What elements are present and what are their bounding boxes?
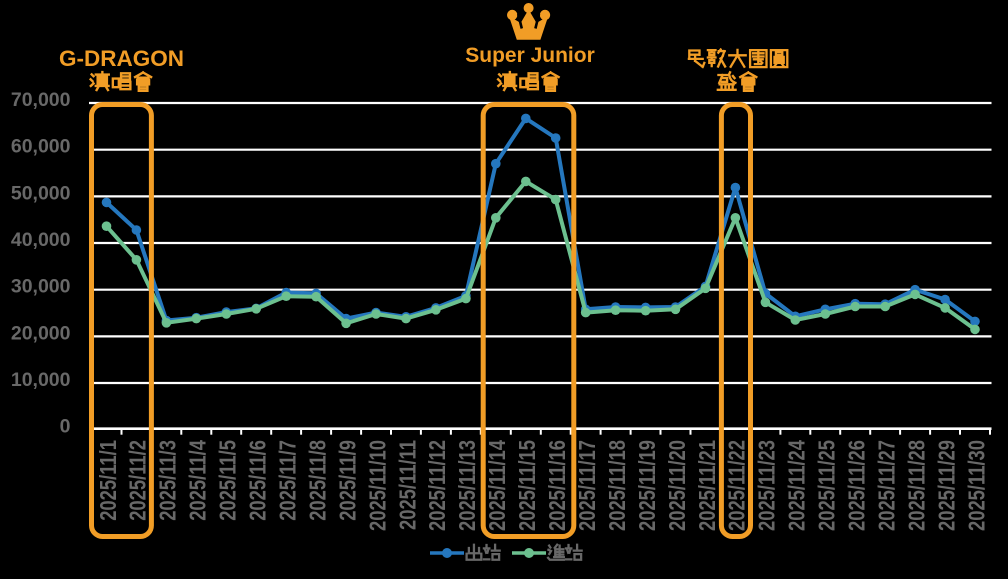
svg-text:2025/11/30: 2025/11/30 (964, 440, 989, 531)
svg-text:2025/11/2: 2025/11/2 (126, 440, 151, 521)
svg-text:Super Junior: Super Junior (465, 44, 595, 67)
svg-text:2025/11/17: 2025/11/17 (575, 440, 600, 531)
svg-text:2025/11/22: 2025/11/22 (725, 440, 750, 531)
svg-text:2025/11/19: 2025/11/19 (635, 440, 660, 531)
svg-text:40,000: 40,000 (11, 229, 71, 251)
svg-text:2025/11/24: 2025/11/24 (785, 440, 810, 531)
svg-text:2025/11/7: 2025/11/7 (276, 440, 301, 521)
svg-text:G-DRAGON: G-DRAGON (59, 46, 184, 71)
svg-text:50,000: 50,000 (11, 182, 71, 204)
svg-text:2025/11/8: 2025/11/8 (306, 440, 331, 521)
svg-text:2025/11/12: 2025/11/12 (425, 440, 450, 531)
svg-text:2025/11/11: 2025/11/11 (395, 440, 420, 530)
svg-text:2025/11/13: 2025/11/13 (455, 440, 480, 531)
svg-text:60,000: 60,000 (11, 136, 71, 158)
svg-text:2025/11/23: 2025/11/23 (755, 440, 780, 531)
svg-text:10,000: 10,000 (11, 369, 71, 391)
svg-text:20,000: 20,000 (11, 322, 71, 344)
svg-text:2025/11/15: 2025/11/15 (515, 440, 540, 531)
svg-text:2025/11/29: 2025/11/29 (935, 440, 960, 531)
svg-text:30,000: 30,000 (11, 276, 71, 298)
svg-text:2025/11/26: 2025/11/26 (845, 440, 870, 531)
svg-text:2025/11/16: 2025/11/16 (545, 440, 570, 531)
svg-text:2025/11/20: 2025/11/20 (665, 440, 690, 531)
svg-text:2025/11/21: 2025/11/21 (695, 440, 720, 531)
svg-text:2025/11/28: 2025/11/28 (905, 440, 930, 531)
svg-text:2025/11/27: 2025/11/27 (875, 440, 900, 531)
svg-text:2025/11/18: 2025/11/18 (605, 440, 630, 531)
svg-text:0: 0 (60, 416, 71, 438)
svg-text:2025/11/14: 2025/11/14 (485, 440, 510, 531)
svg-text:2025/11/10: 2025/11/10 (365, 440, 390, 531)
svg-text:2025/11/3: 2025/11/3 (156, 440, 181, 521)
svg-text:2025/11/25: 2025/11/25 (815, 440, 840, 531)
svg-text:2025/11/1: 2025/11/1 (96, 440, 121, 521)
svg-text:70,000: 70,000 (11, 89, 71, 111)
svg-text:2025/11/6: 2025/11/6 (246, 440, 271, 521)
svg-text:2025/11/4: 2025/11/4 (186, 440, 211, 521)
svg-text:2025/11/9: 2025/11/9 (336, 440, 361, 521)
svg-text:2025/11/5: 2025/11/5 (216, 440, 241, 521)
